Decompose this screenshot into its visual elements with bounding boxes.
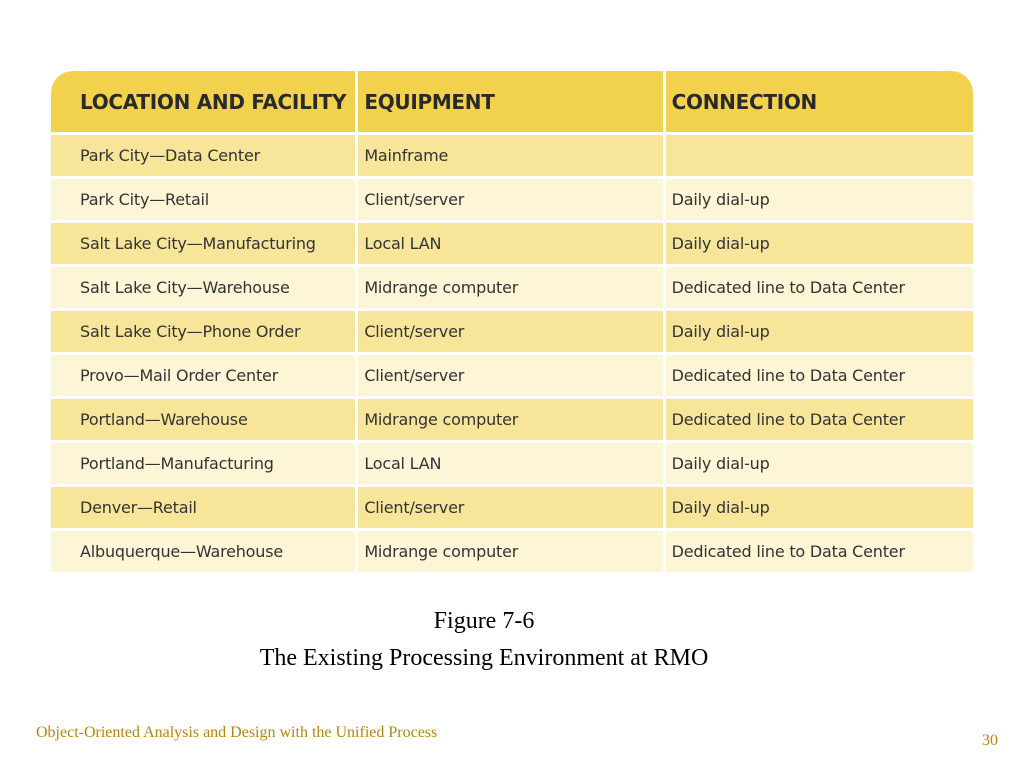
cell-equipment: Mainframe bbox=[358, 135, 666, 179]
cell-connection: Daily dial-up bbox=[665, 311, 973, 355]
cell-location: Salt Lake City—Phone Order bbox=[51, 311, 359, 355]
cell-connection: Daily dial-up bbox=[665, 443, 973, 487]
cell-equipment: Client/server bbox=[358, 311, 666, 355]
table-row: Salt Lake City—Phone Order Client/server… bbox=[51, 311, 973, 355]
environment-table: LOCATION AND FACILITY EQUIPMENT CONNECTI… bbox=[51, 71, 973, 572]
table-row: Provo—Mail Order Center Client/server De… bbox=[51, 355, 973, 399]
processing-environment-table: LOCATION AND FACILITY EQUIPMENT CONNECTI… bbox=[51, 71, 973, 572]
cell-equipment: Midrange computer bbox=[358, 267, 666, 311]
cell-equipment: Client/server bbox=[358, 487, 666, 531]
table-row: Denver—Retail Client/server Daily dial-u… bbox=[51, 487, 973, 531]
column-header-location: LOCATION AND FACILITY bbox=[51, 71, 359, 135]
cell-location: Portland—Warehouse bbox=[51, 399, 359, 443]
cell-equipment: Midrange computer bbox=[358, 531, 666, 572]
column-header-connection: CONNECTION bbox=[665, 71, 973, 135]
cell-connection: Daily dial-up bbox=[665, 179, 973, 223]
cell-location: Portland—Manufacturing bbox=[51, 443, 359, 487]
table-row: Portland—Manufacturing Local LAN Daily d… bbox=[51, 443, 973, 487]
table-row: Portland—Warehouse Midrange computer Ded… bbox=[51, 399, 973, 443]
cell-equipment: Midrange computer bbox=[358, 399, 666, 443]
table-row: Albuquerque—Warehouse Midrange computer … bbox=[51, 531, 973, 572]
cell-location: Denver—Retail bbox=[51, 487, 359, 531]
cell-equipment: Client/server bbox=[358, 355, 666, 399]
cell-location: Park City—Data Center bbox=[51, 135, 359, 179]
cell-connection: Daily dial-up bbox=[665, 223, 973, 267]
figure-number: Figure 7-6 bbox=[433, 608, 535, 634]
cell-location: Salt Lake City—Warehouse bbox=[51, 267, 359, 311]
table-row: Salt Lake City—Warehouse Midrange comput… bbox=[51, 267, 973, 311]
cell-equipment: Local LAN bbox=[358, 443, 666, 487]
cell-location: Albuquerque—Warehouse bbox=[51, 531, 359, 572]
footer-course-title: Object-Oriented Analysis and Design with… bbox=[36, 724, 438, 741]
cell-location: Provo—Mail Order Center bbox=[51, 355, 359, 399]
column-header-equipment: EQUIPMENT bbox=[358, 71, 666, 135]
figure-caption: The Existing Processing Environment at R… bbox=[259, 645, 709, 671]
cell-connection: Daily dial-up bbox=[665, 487, 973, 531]
table-row: Park City—Retail Client/server Daily dia… bbox=[51, 179, 973, 223]
cell-connection: Dedicated line to Data Center bbox=[665, 355, 973, 399]
cell-location: Park City—Retail bbox=[51, 179, 359, 223]
cell-equipment: Client/server bbox=[358, 179, 666, 223]
cell-connection: Dedicated line to Data Center bbox=[665, 399, 973, 443]
cell-connection: Dedicated line to Data Center bbox=[665, 531, 973, 572]
table-header-row: LOCATION AND FACILITY EQUIPMENT CONNECTI… bbox=[51, 71, 973, 135]
cell-connection: Dedicated line to Data Center bbox=[665, 267, 973, 311]
table-row: Salt Lake City—Manufacturing Local LAN D… bbox=[51, 223, 973, 267]
cell-location: Salt Lake City—Manufacturing bbox=[51, 223, 359, 267]
cell-equipment: Local LAN bbox=[358, 223, 666, 267]
page-number: 30 bbox=[982, 732, 998, 749]
cell-connection bbox=[665, 135, 973, 179]
table-row: Park City—Data Center Mainframe bbox=[51, 135, 973, 179]
